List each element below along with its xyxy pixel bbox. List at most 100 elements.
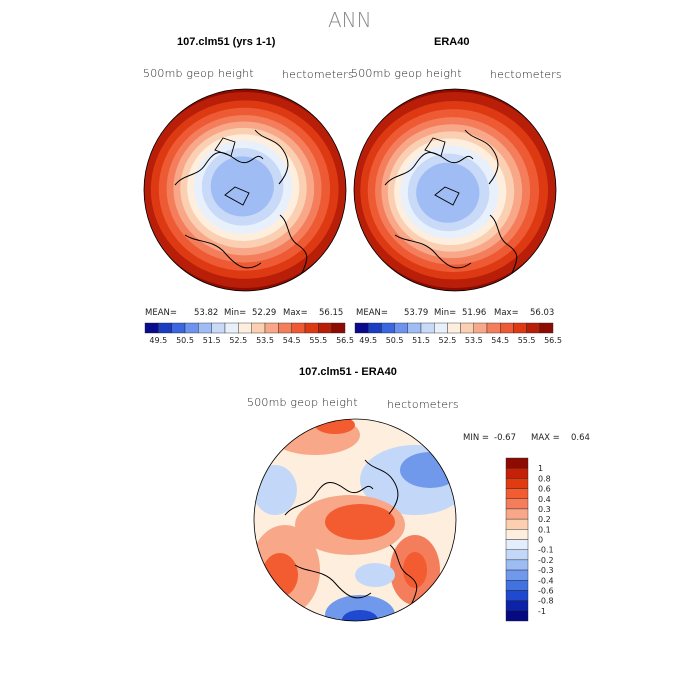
panel2-mean-value: 53.79 xyxy=(404,308,429,318)
panel2-min-label: Min= xyxy=(434,308,457,318)
panel1-colorbar-swatch xyxy=(291,322,306,334)
panel3-max-value: 0.64 xyxy=(571,433,590,443)
panel3-map xyxy=(254,419,456,621)
panel2-title: ERA40 xyxy=(434,36,470,48)
panel1-colorbar-tick-label: 49.5 xyxy=(149,336,167,345)
panel1-colorbar-swatch xyxy=(158,322,172,334)
panel1-colorbar-tick-label: 55.5 xyxy=(309,336,327,345)
panel3-colorbar-tick-label: -0.3 xyxy=(538,566,554,575)
panel2-map-border xyxy=(353,88,557,292)
panel2-max-label: Max= xyxy=(494,308,519,318)
panel1-colorbar-swatch xyxy=(171,322,186,334)
panel1-colorbar-swatch xyxy=(304,322,319,334)
panel2-coastline xyxy=(424,137,460,206)
panel1-colorbar-tick-label: 56.5 xyxy=(336,336,354,345)
panel1-coastline xyxy=(174,129,308,274)
panel1-colorbar-swatch xyxy=(278,322,292,334)
panel3-colorbar-swatch xyxy=(505,539,529,550)
panel3-colorbar-tick-label: 0.8 xyxy=(538,474,551,483)
panel2-colorbar-swatch xyxy=(394,322,409,334)
panel3-contour-band xyxy=(254,465,297,515)
panel1-colorbar-tick-label: 52.5 xyxy=(229,336,247,345)
panel3-colorbar-swatch xyxy=(505,467,529,479)
panel2-colorbar-swatch xyxy=(420,322,435,334)
panel1-colorbar-swatch xyxy=(198,322,212,334)
panel3-colorbar-swatch xyxy=(505,610,529,622)
panel1-map xyxy=(144,89,346,291)
panel3-colorbar-swatch xyxy=(505,478,529,489)
panel3-colorbar-swatch xyxy=(505,488,529,499)
panel3-variable-label: 500mb geop height xyxy=(247,396,358,409)
panel3-colorbar-tick-label: 0.6 xyxy=(538,485,551,494)
panel1-colorbar-tick-label: 54.5 xyxy=(283,336,301,345)
panel3-colorbar-tick-label: -0.1 xyxy=(538,546,554,555)
panel1-colorbar: 49.5 50.5 51.5 52.5 53.5 54.5 55.5 56.5 xyxy=(144,322,354,345)
panel2-variable-label: 500mb geop height xyxy=(351,67,462,80)
panel1-colorbar-tick-label: 50.5 xyxy=(176,336,194,345)
panel2-colorbar-swatch xyxy=(381,322,395,334)
panel1-units-label: hectometers xyxy=(282,68,354,81)
panel2-colorbar-swatch xyxy=(539,322,554,334)
panel2-colorbar-swatch xyxy=(407,322,422,334)
panel2-colorbar-tick-label: 55.5 xyxy=(518,336,536,345)
panel1-max-label: Max= xyxy=(283,308,308,318)
panel1-contour-band xyxy=(210,156,274,217)
panel3-colorbar-swatch xyxy=(505,559,529,571)
panel3-colorbar-tick-label: -0.4 xyxy=(538,576,554,585)
panel2-colorbar-swatch xyxy=(354,322,369,334)
panel2-colorbar-swatch xyxy=(460,322,475,334)
panel2-colorbar-tick-label: 52.5 xyxy=(438,336,456,345)
panel3-units-label: hectometers xyxy=(387,398,459,411)
panel2-colorbar-swatch xyxy=(486,322,501,334)
panel3-colorbar-tick-label: 0 xyxy=(538,536,543,545)
panel3-colorbar-tick-label: 0.1 xyxy=(538,525,551,534)
panel3-min-value: -0.67 xyxy=(494,433,516,443)
panel2-colorbar-swatch xyxy=(434,322,448,334)
panel2-colorbar-tick-label: 53.5 xyxy=(465,336,483,345)
panel3-colorbar-swatch xyxy=(505,508,529,520)
panel1-max-value: 56.15 xyxy=(319,308,344,318)
panel3-contour-band xyxy=(342,610,378,621)
panel3-contour-band xyxy=(400,452,456,488)
panel2-colorbar: 49.5 50.5 51.5 52.5 53.5 54.5 55.5 56.5 xyxy=(354,322,562,345)
panel1-mean-label: MEAN= xyxy=(145,308,177,318)
panel3-contour-band xyxy=(403,552,427,588)
panel1-colorbar-swatch xyxy=(144,322,159,334)
panel3-colorbar-swatch xyxy=(505,590,529,601)
panel3-colorbar-tick-label: 0.2 xyxy=(538,515,551,524)
panel2-contour-band xyxy=(416,162,480,223)
panel3-max-label: MAX = xyxy=(531,433,560,443)
panel1-coastline xyxy=(214,137,250,206)
panel1-colorbar-swatch xyxy=(251,322,266,334)
panel3-title: 107.clm51 - ERA40 xyxy=(299,366,397,378)
panel3-colorbar-tick-label: 1 xyxy=(538,464,543,473)
panel3-contour-band xyxy=(355,563,395,587)
panel3-colorbar-tick-label: -0.8 xyxy=(538,597,554,606)
panel2-colorbar-tick-label: 54.5 xyxy=(491,336,509,345)
panel1-colorbar-swatch xyxy=(318,322,332,334)
panel2-colorbar-tick-label: 51.5 xyxy=(412,336,430,345)
panel3-map-border xyxy=(253,418,457,622)
panel1-colorbar-swatch xyxy=(331,322,346,334)
panel3-colorbar-swatch xyxy=(505,580,529,591)
panel3-colorbar: 10.8 0.60.40.30.20.1 0-0.1-0.2-0.3-0.4-0.6… xyxy=(505,457,554,622)
panel1-map-border xyxy=(143,88,347,292)
panel3-contour-band xyxy=(262,553,298,597)
panel1-mean-value: 53.82 xyxy=(194,308,219,318)
panel2-mean-label: MEAN= xyxy=(356,308,388,318)
panel3-colorbar-swatch xyxy=(505,569,529,581)
panel3-colorbar-tick-label: 0.3 xyxy=(538,505,551,514)
figure-title: ANN xyxy=(328,8,372,32)
panel3-colorbar-tick-label: 0.4 xyxy=(538,495,551,504)
panel1-colorbar-swatch xyxy=(224,322,239,334)
panel1-colorbar-swatch xyxy=(264,322,279,334)
panel1-colorbar-swatch xyxy=(184,322,199,334)
panel3-colorbar-tick-label: -0.6 xyxy=(538,586,554,595)
panel3-colorbar-tick-label: -1 xyxy=(538,607,546,616)
panel1-min-value: 52.29 xyxy=(252,308,277,318)
panel2-coastline xyxy=(384,129,518,274)
panel3-coastline xyxy=(284,459,418,604)
panel2-colorbar-swatch xyxy=(500,322,514,334)
panel2-colorbar-tick-label: 50.5 xyxy=(386,336,404,345)
